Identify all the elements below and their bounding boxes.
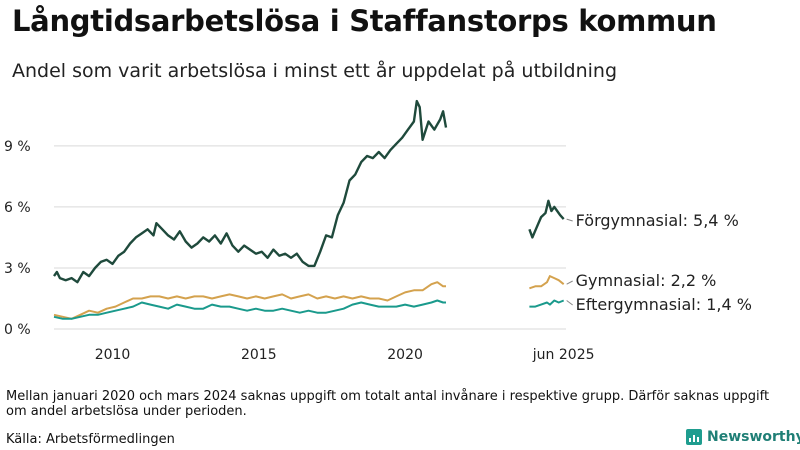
label-leader: [566, 218, 573, 222]
series-lines: [53, 99, 565, 320]
y-tick-label: 6 %: [4, 200, 31, 216]
chart-subtitle: Andel som varit arbetslösa i minst ett å…: [12, 60, 618, 82]
gridlines: [54, 145, 566, 330]
series-förgymnasial-line: [53, 99, 448, 284]
y-tick-label: 0 %: [4, 322, 31, 338]
newsworthy-logo[interactable]: Newsworthy: [686, 429, 800, 445]
series-gymnasial-line: [53, 281, 446, 320]
end-label-eftergymnasial: Eftergymnasial: 1,4 %: [576, 295, 752, 314]
logo-text: Newsworthy: [707, 429, 800, 445]
series-förgymnasial-line: [528, 199, 565, 239]
x-tick-label: 2015: [241, 347, 277, 363]
x-tick-label: 2020: [387, 347, 423, 363]
y-axis: 0 % 3 % 6 % 9 %: [4, 139, 31, 338]
source-text: Källa: Arbetsförmedlingen: [6, 432, 175, 447]
series-eftergymnasial-line: [529, 299, 565, 308]
series-gymnasial-line: [529, 275, 565, 290]
y-tick-label: 9 %: [4, 139, 31, 155]
end-label-gymnasial: Gymnasial: 2,2 %: [576, 271, 717, 290]
x-tick-label: jun 2025: [532, 347, 595, 363]
bar-chart-icon: [686, 429, 702, 445]
chart-title: Långtidsarbetslösa i Staffanstorps kommu…: [12, 4, 717, 38]
x-axis: 2010 2015 2020 jun 2025: [95, 347, 595, 363]
end-label-förgymnasial: Förgymnasial: 5,4 %: [576, 211, 739, 230]
series-eftergymnasial-line: [53, 299, 446, 320]
line-chart: 0 % 3 % 6 % 9 % 2010 2015 2020 jun 2025 Förgym…: [4, 99, 752, 363]
x-tick-label: 2010: [95, 347, 131, 363]
label-leader: [566, 280, 573, 285]
footnote: Mellan januari 2020 och mars 2024 saknas…: [6, 389, 770, 419]
label-leader: [566, 300, 573, 306]
end-labels: Förgymnasial: 5,4 % Gymnasial: 2,2 % Efter…: [566, 211, 752, 314]
y-tick-label: 3 %: [4, 261, 31, 277]
